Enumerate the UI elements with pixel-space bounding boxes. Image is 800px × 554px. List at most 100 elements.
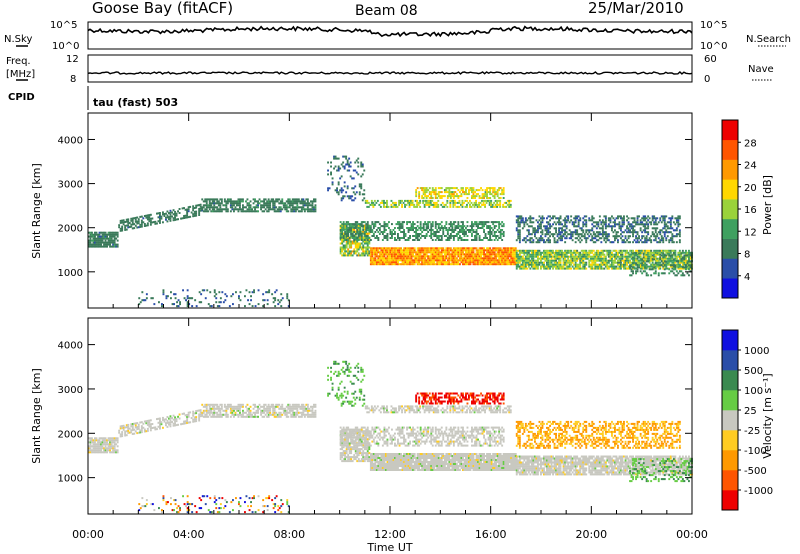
power-cell [483,251,485,254]
power-cell [430,225,433,228]
power-cell [430,247,433,250]
power-cell [235,291,237,294]
power-cell [654,221,657,224]
power-cell [530,255,533,258]
power-cell [465,261,467,264]
power-cell [358,185,361,188]
power-cell [353,240,356,243]
power-cell [409,253,411,256]
power-cell [597,263,600,266]
power-cell [354,238,357,241]
power-cell [410,225,413,228]
power-cell [148,216,151,219]
power-cell [201,208,204,211]
power-cell [627,241,630,244]
power-cell [486,259,488,262]
power-cell [518,231,521,234]
power-cell [498,251,501,254]
power-cell [680,260,683,263]
power-cell [423,205,426,208]
power-cell [448,195,451,198]
power-cell [436,261,439,264]
power-cell [459,191,461,194]
power-cell [466,203,468,206]
power-cell [540,225,542,228]
power-cell [558,261,560,264]
power-cell [681,267,684,270]
power-cell [672,272,675,275]
power-cell [568,265,571,268]
power-cell [386,201,388,204]
power-cell [439,261,442,264]
power-cell [174,210,176,213]
power-cell [125,218,128,221]
power-cell [412,249,414,252]
power-cell [436,223,439,226]
power-cell [490,221,493,224]
power-cell [425,255,428,258]
power-cell [451,195,454,198]
power-cell [530,221,533,224]
power-cell [662,241,665,244]
power-cell [403,255,405,258]
power-cell [375,259,378,262]
power-cell [576,257,579,260]
power-cell [493,193,496,196]
power-cell [445,249,448,252]
power-cell [350,250,353,253]
power-cell [629,264,631,267]
power-cell [502,189,505,192]
power-cell [452,205,455,208]
power-cell [448,253,451,256]
power-cell [407,257,410,260]
power-cell [347,229,350,231]
power-cell [555,255,557,258]
power-cell [257,204,259,207]
power-cell [121,229,124,232]
power-cell [104,245,107,248]
power-cell [612,249,615,252]
power-cell [198,204,201,207]
power-cell [314,208,317,211]
power-cell [417,203,420,206]
power-cell [562,265,565,268]
power-cell [430,235,433,237]
power-cell [103,245,105,248]
power-cell [678,255,681,258]
power-cell [579,261,582,264]
power-cell [350,225,353,228]
power-cell [627,265,630,268]
power-cell [638,264,640,267]
power-cell [363,193,366,196]
power-cell [363,235,366,237]
power-cell [650,235,653,238]
power-cell [621,235,624,238]
power-cell [351,237,354,239]
power-cell [529,239,532,242]
power-cell [100,237,102,240]
power-cell [249,208,252,211]
power-cell [583,219,586,222]
power-cell [431,259,434,262]
power-cell [460,195,463,198]
power-cell [565,251,568,254]
power-cell [431,249,434,252]
power-cell [252,210,255,213]
power-cell [647,253,650,256]
power-cell [678,265,681,268]
power-cell [422,249,425,252]
power-cell [660,221,663,224]
power-cell [391,261,393,264]
power-cell [477,261,479,264]
power-cell [398,221,401,224]
power-cell [675,260,678,263]
power-cell [375,221,378,224]
power-cell [597,233,600,236]
power-cell [205,202,208,205]
power-cell [588,255,591,258]
power-cell [496,247,499,250]
power-cell [504,249,507,252]
colorbar-segment [722,278,738,299]
power-cell [410,263,413,266]
power-cell [511,253,514,256]
